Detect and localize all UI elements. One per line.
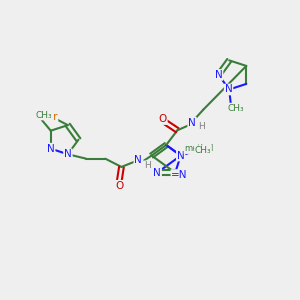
Text: N: N bbox=[215, 70, 223, 80]
Text: N: N bbox=[47, 144, 55, 154]
Text: O: O bbox=[115, 181, 123, 191]
Text: O: O bbox=[158, 114, 167, 124]
Text: methyl: methyl bbox=[184, 144, 214, 153]
Text: N: N bbox=[177, 151, 184, 160]
Text: N: N bbox=[153, 168, 161, 178]
Text: Br: Br bbox=[46, 112, 57, 122]
Text: H: H bbox=[198, 122, 205, 130]
Text: CH₃: CH₃ bbox=[195, 146, 211, 155]
Text: N: N bbox=[134, 155, 142, 165]
Text: H: H bbox=[144, 161, 151, 170]
Text: N: N bbox=[188, 118, 196, 128]
Text: N: N bbox=[225, 85, 232, 94]
Text: CH₃: CH₃ bbox=[36, 111, 52, 120]
Text: =N: =N bbox=[171, 170, 188, 180]
Text: N: N bbox=[64, 149, 72, 159]
Text: CH₃: CH₃ bbox=[228, 103, 244, 112]
